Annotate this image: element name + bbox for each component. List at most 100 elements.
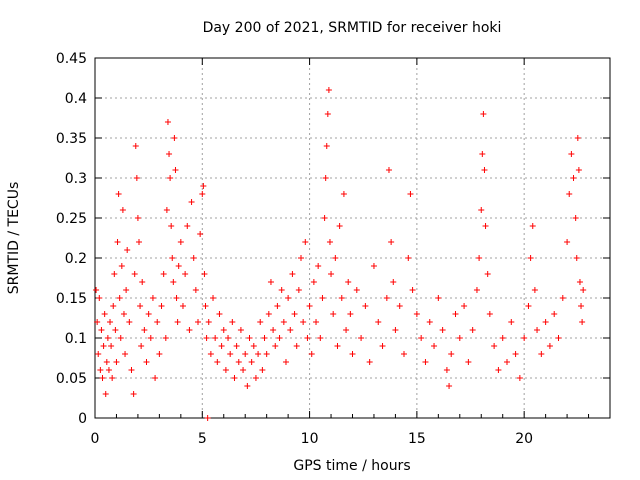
chart-title: Day 200 of 2021, SRMTID for receiver hok… — [203, 20, 502, 36]
data-point — [358, 335, 365, 341]
data-point — [160, 271, 167, 277]
data-point — [205, 319, 212, 325]
data-point — [117, 335, 124, 341]
data-point — [152, 375, 159, 381]
data-point — [107, 319, 114, 325]
data-point — [101, 311, 108, 317]
data-point — [575, 167, 582, 173]
data-point — [418, 335, 425, 341]
data-point — [362, 303, 369, 309]
data-point — [499, 335, 506, 341]
data-point — [478, 207, 485, 213]
data-point — [484, 271, 491, 277]
data-point — [200, 183, 207, 189]
data-point — [202, 303, 209, 309]
data-point — [461, 303, 468, 309]
y-axis-label: SRMTID / TECUs — [6, 182, 22, 295]
data-point — [261, 335, 268, 341]
data-point — [250, 343, 257, 349]
data-point — [401, 351, 407, 357]
data-point — [479, 151, 486, 157]
data-point — [390, 279, 397, 285]
data-point — [166, 151, 173, 157]
data-point — [259, 367, 266, 373]
data-point — [542, 319, 549, 325]
data-point — [97, 367, 104, 373]
data-point — [119, 207, 126, 213]
data-point — [149, 295, 156, 301]
data-point — [174, 319, 181, 325]
data-point — [534, 327, 541, 333]
data-point — [407, 191, 414, 197]
data-point — [409, 287, 416, 293]
data-point — [235, 359, 242, 365]
data-point — [375, 319, 382, 325]
data-point — [322, 175, 329, 181]
data-point — [413, 311, 420, 317]
data-point — [392, 327, 399, 333]
data-point — [171, 135, 178, 141]
data-point — [319, 295, 326, 301]
x-tick-label: 20 — [515, 431, 533, 447]
data-point — [126, 319, 133, 325]
data-point — [431, 343, 438, 349]
data-point — [265, 311, 272, 317]
data-point — [546, 343, 553, 349]
data-point — [104, 335, 111, 341]
data-point — [443, 367, 450, 373]
data-point — [285, 295, 292, 301]
data-point — [405, 255, 412, 261]
data-point — [222, 367, 229, 373]
y-tick-label: 0.25 — [56, 211, 87, 227]
y-tick-label: 0.35 — [56, 131, 87, 147]
data-point — [154, 319, 161, 325]
data-point — [179, 303, 186, 309]
data-point — [248, 359, 255, 365]
data-point — [448, 351, 455, 357]
data-point — [551, 311, 558, 317]
data-point — [246, 335, 253, 341]
data-point — [422, 359, 429, 365]
data-point — [289, 271, 296, 277]
data-point — [521, 335, 528, 341]
data-point — [170, 279, 177, 285]
data-point — [568, 151, 575, 157]
data-point — [555, 335, 562, 341]
data-point — [145, 311, 152, 317]
data-point — [291, 311, 298, 317]
data-point — [192, 287, 199, 293]
data-point — [242, 351, 249, 357]
data-point — [102, 391, 109, 397]
data-point — [504, 359, 510, 365]
data-point — [370, 263, 377, 269]
x-tick-label: 10 — [301, 431, 319, 447]
data-point — [214, 359, 221, 365]
data-point — [343, 327, 350, 333]
data-point — [220, 327, 227, 333]
data-point — [138, 343, 145, 349]
y-tick-label: 0.4 — [65, 91, 87, 107]
data-point — [347, 311, 354, 317]
data-point — [128, 367, 135, 373]
data-point — [123, 287, 130, 293]
data-point — [272, 343, 279, 349]
data-point — [203, 335, 210, 341]
data-point — [201, 271, 208, 277]
data-point — [313, 319, 320, 325]
data-point — [282, 359, 289, 365]
data-point — [481, 167, 488, 173]
data-point — [559, 295, 566, 301]
data-point — [216, 311, 223, 317]
data-point — [131, 271, 138, 277]
data-point — [293, 343, 300, 349]
data-point — [302, 239, 309, 245]
x-tick-label: 0 — [91, 431, 100, 447]
data-point — [349, 351, 356, 357]
data-point — [570, 175, 577, 181]
data-point — [164, 119, 171, 125]
data-point — [476, 255, 483, 261]
data-point — [345, 279, 352, 285]
data-point — [495, 367, 502, 373]
data-point — [491, 343, 498, 349]
data-point — [240, 367, 247, 373]
